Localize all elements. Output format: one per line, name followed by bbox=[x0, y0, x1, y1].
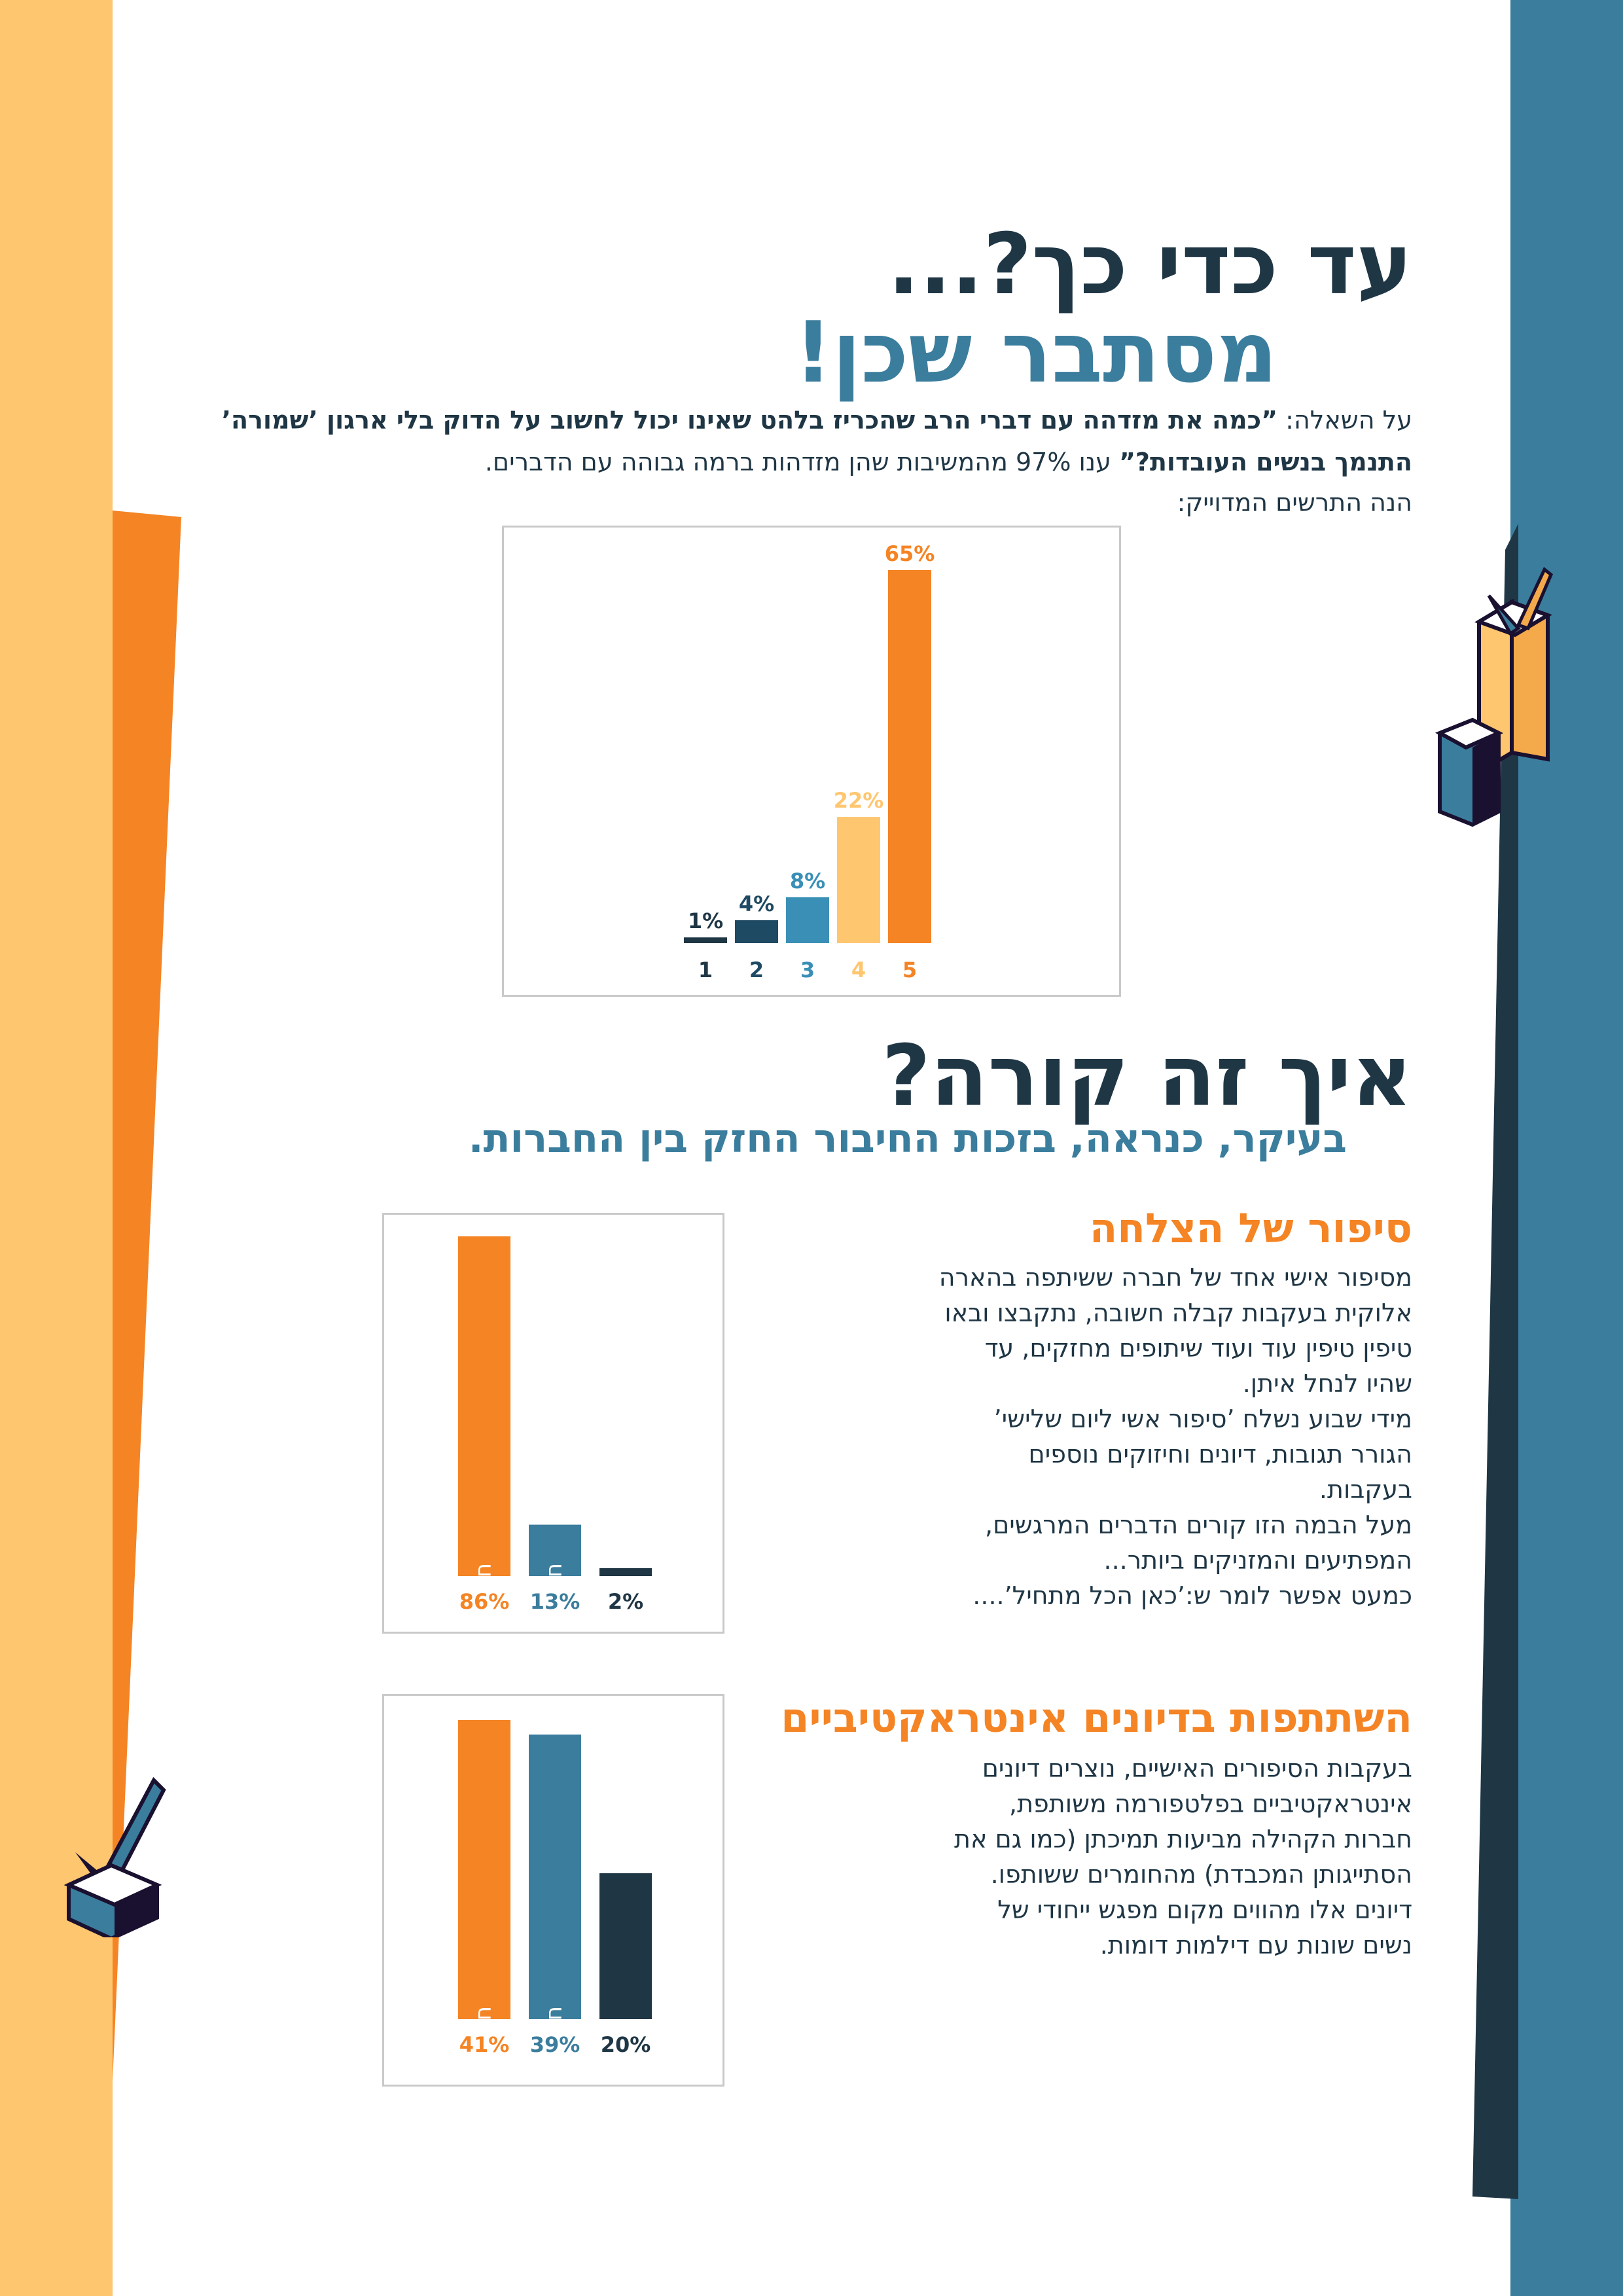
ballot-box-icon bbox=[1435, 567, 1554, 827]
intro-prefix: על השאלה: bbox=[1277, 406, 1412, 435]
bar-3 bbox=[786, 897, 829, 943]
intro-question-1: ”כמה את מזדהה עם דברי הרב שהכריז בלהט שא… bbox=[221, 406, 1278, 435]
left-decorative-band bbox=[0, 0, 113, 2296]
bar-2 bbox=[735, 920, 778, 943]
bar bbox=[458, 1236, 510, 1576]
ballot-check-icon bbox=[63, 1777, 166, 1937]
bar bbox=[599, 1568, 652, 1576]
body-line: דיונים אלו מהווים מקום מפגש ייחודי של bbox=[997, 1895, 1412, 1924]
success-story-heading: סיפור של הצלחה bbox=[1089, 1204, 1412, 1252]
right-dark-stripe bbox=[1472, 524, 1518, 2199]
interactive-discussions-heading: השתתפות בדיונים אינטראקטיביים bbox=[781, 1694, 1412, 1742]
left-orange-stripe bbox=[113, 511, 181, 2081]
chart-intro: הנה התרשים המדוייק: bbox=[1177, 488, 1412, 517]
bar bbox=[458, 1720, 510, 2019]
intro-question-2: התנמך בנשים העובדות?” bbox=[1118, 448, 1412, 476]
category-label: 4 bbox=[851, 958, 866, 982]
discussion-chart-frame: חשוב מאוד 41% חשוב 39% 20% bbox=[382, 1694, 724, 2111]
body-line: מידי שבוע נשלח ’סיפור אשי ליום שלישי’ bbox=[993, 1405, 1412, 1433]
category-label: 5 bbox=[902, 958, 917, 982]
body-line: בעקבות. bbox=[1319, 1475, 1412, 1504]
intro-line-2: התנמך בנשים העובדות?” ענו 97% מהמשיבות ש… bbox=[485, 442, 1412, 482]
value-label: 2% bbox=[608, 1589, 643, 1614]
bar-1 bbox=[684, 937, 727, 943]
success-story-body: מסיפור אישי אחד של חברה ששיתפה בהארה אלו… bbox=[823, 1260, 1412, 1613]
body-line: חברות הקהילה מביעות תמיכתן (כמו גם את bbox=[954, 1825, 1412, 1854]
category-label: 3 bbox=[800, 958, 815, 982]
category-label: 1 bbox=[698, 958, 713, 982]
value-label: 8% bbox=[790, 869, 825, 893]
value-label: 65% bbox=[885, 541, 935, 566]
value-label: 86% bbox=[459, 1589, 510, 1614]
body-line: נשים שונות עם דילמות דומות. bbox=[1099, 1931, 1412, 1960]
body-line: כמעט אפשר לומר ש:’כאן הכל מתחיל’.... bbox=[972, 1581, 1412, 1610]
value-label: 39% bbox=[530, 2032, 580, 2057]
value-label: 20% bbox=[601, 2032, 651, 2057]
body-line: שהיו לנחל איתן. bbox=[1242, 1369, 1412, 1398]
bar-category-label: חשוב bbox=[541, 1563, 567, 1612]
body-line: טיפין טיפין עוד ועוד שיתופים מחזקים, עד bbox=[984, 1334, 1412, 1363]
intro-answer: ענו 97% מהמשיבות שהן מזדהות ברמה גבוהה ע… bbox=[484, 448, 1119, 476]
survey-chart-frame: 1% 1 4% 2 8% 3 22% 4 65% 5 bbox=[502, 526, 1121, 997]
value-label: 22% bbox=[834, 788, 884, 813]
section-title: איך זה קורה? bbox=[882, 1028, 1412, 1125]
survey-bar-chart: 1% 1 4% 2 8% 3 22% 4 65% 5 bbox=[684, 541, 935, 982]
value-label: 4% bbox=[739, 891, 774, 916]
bar-4 bbox=[837, 817, 880, 943]
bar bbox=[529, 1524, 581, 1576]
body-line: אינטראקטיביים בפלטפורמה משותפת, bbox=[1009, 1789, 1412, 1818]
value-label: 1% bbox=[688, 908, 723, 933]
body-line: מעל הבמה הזו קורים הדברים המרגשים, bbox=[985, 1511, 1412, 1539]
intro-line-1: על השאלה: ”כמה את מזדהה עם דברי הרב שהכר… bbox=[222, 401, 1412, 440]
page-subtitle: מסתבר שכן! bbox=[794, 304, 1277, 402]
body-line: המפתיעים והמזניקים ביותר... bbox=[1103, 1546, 1412, 1575]
body-line: מסיפור אישי אחד של חברה ששיתפה בהארה bbox=[938, 1263, 1412, 1292]
bar bbox=[529, 1734, 581, 2019]
section-subtitle: בעיקר, כנראה, בזכות החיבור החזק בין החבר… bbox=[468, 1116, 1347, 1162]
story-chart-frame: חשוב מאוד 86% חשוב 13% 2% bbox=[382, 1213, 724, 1668]
body-line: אלוקית בעקבות קבלה חשובה, נתקבצו ובאו bbox=[944, 1299, 1412, 1327]
value-label: 13% bbox=[530, 1589, 580, 1614]
right-decorative-band bbox=[1510, 0, 1623, 2296]
category-label: 2 bbox=[749, 958, 764, 982]
value-label: 41% bbox=[459, 2032, 510, 2057]
interactive-discussions-body: בעקבות הסיפורים האישיים, נוצרים דיונים א… bbox=[823, 1751, 1412, 1963]
body-line: בעקבות הסיפורים האישיים, נוצרים דיונים bbox=[982, 1754, 1412, 1783]
body-line: הסתייגותן המכבדת) מהחומרים ששותפו. bbox=[990, 1860, 1412, 1889]
bar-category-label: חשוב bbox=[541, 2006, 567, 2055]
body-line: הגורר תגובות, דיונים וחיזוקים נוספים bbox=[1028, 1440, 1412, 1469]
bar-5 bbox=[888, 570, 931, 943]
page-title: עד כדי כך?... bbox=[887, 216, 1412, 314]
bar bbox=[599, 1873, 652, 2019]
